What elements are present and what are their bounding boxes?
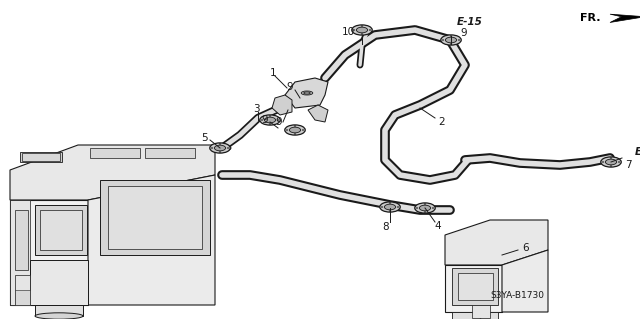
Circle shape bbox=[352, 25, 372, 35]
Circle shape bbox=[442, 39, 444, 41]
Polygon shape bbox=[458, 273, 493, 300]
Polygon shape bbox=[285, 78, 328, 108]
Circle shape bbox=[353, 29, 355, 31]
Circle shape bbox=[269, 123, 271, 125]
Text: E-15: E-15 bbox=[457, 17, 483, 27]
Circle shape bbox=[214, 145, 226, 151]
Polygon shape bbox=[10, 200, 88, 305]
Text: 5: 5 bbox=[202, 133, 208, 143]
Polygon shape bbox=[272, 95, 292, 115]
Polygon shape bbox=[445, 220, 548, 265]
Text: 1: 1 bbox=[269, 68, 276, 78]
Circle shape bbox=[416, 207, 419, 209]
Text: 8: 8 bbox=[383, 222, 389, 232]
Circle shape bbox=[369, 29, 371, 31]
Ellipse shape bbox=[216, 146, 228, 150]
Circle shape bbox=[264, 117, 276, 123]
Polygon shape bbox=[15, 290, 30, 305]
Text: 2: 2 bbox=[438, 117, 445, 127]
Polygon shape bbox=[472, 305, 490, 318]
Circle shape bbox=[294, 125, 296, 127]
Circle shape bbox=[294, 133, 296, 135]
Polygon shape bbox=[308, 105, 328, 122]
Polygon shape bbox=[40, 210, 82, 250]
Polygon shape bbox=[35, 305, 83, 316]
Circle shape bbox=[618, 161, 620, 163]
Circle shape bbox=[415, 203, 435, 213]
Polygon shape bbox=[452, 268, 498, 305]
Text: E-15: E-15 bbox=[635, 147, 640, 157]
Text: 4: 4 bbox=[435, 221, 442, 231]
Polygon shape bbox=[90, 148, 140, 158]
Polygon shape bbox=[502, 250, 548, 312]
Circle shape bbox=[210, 143, 230, 153]
Text: FR.: FR. bbox=[580, 13, 600, 23]
Circle shape bbox=[610, 157, 612, 159]
Text: 9: 9 bbox=[275, 117, 282, 127]
Circle shape bbox=[260, 119, 263, 121]
Circle shape bbox=[610, 165, 612, 167]
Circle shape bbox=[388, 203, 391, 204]
Circle shape bbox=[419, 205, 431, 211]
Polygon shape bbox=[22, 153, 60, 161]
Circle shape bbox=[432, 207, 434, 209]
Ellipse shape bbox=[304, 92, 310, 94]
Polygon shape bbox=[610, 14, 640, 22]
Circle shape bbox=[211, 147, 213, 149]
Polygon shape bbox=[20, 152, 62, 162]
Text: 9: 9 bbox=[460, 28, 467, 38]
Circle shape bbox=[381, 206, 383, 208]
Text: 9: 9 bbox=[261, 115, 268, 125]
Circle shape bbox=[361, 33, 364, 34]
Circle shape bbox=[227, 147, 229, 149]
Circle shape bbox=[441, 35, 461, 45]
Polygon shape bbox=[15, 210, 28, 270]
Polygon shape bbox=[10, 200, 30, 305]
Text: 7: 7 bbox=[625, 160, 632, 170]
Text: 3: 3 bbox=[253, 104, 260, 114]
Ellipse shape bbox=[219, 147, 225, 149]
Circle shape bbox=[385, 204, 396, 210]
Polygon shape bbox=[145, 148, 195, 158]
Circle shape bbox=[450, 43, 452, 45]
Text: 10: 10 bbox=[342, 27, 355, 37]
Circle shape bbox=[289, 127, 301, 133]
Circle shape bbox=[601, 157, 621, 167]
Circle shape bbox=[450, 35, 452, 37]
Polygon shape bbox=[108, 186, 202, 249]
Circle shape bbox=[276, 119, 279, 121]
Circle shape bbox=[602, 161, 604, 163]
Polygon shape bbox=[452, 312, 498, 319]
Ellipse shape bbox=[213, 145, 231, 151]
Ellipse shape bbox=[301, 91, 313, 95]
Circle shape bbox=[219, 144, 221, 145]
Polygon shape bbox=[10, 145, 215, 200]
Circle shape bbox=[285, 125, 305, 135]
Circle shape bbox=[260, 115, 280, 125]
Circle shape bbox=[445, 37, 456, 43]
Circle shape bbox=[458, 39, 460, 41]
Circle shape bbox=[388, 210, 391, 211]
Text: 6: 6 bbox=[522, 243, 529, 253]
Circle shape bbox=[397, 206, 399, 208]
Polygon shape bbox=[30, 260, 88, 305]
Circle shape bbox=[380, 202, 400, 212]
Circle shape bbox=[269, 115, 271, 117]
Circle shape bbox=[356, 27, 367, 33]
Polygon shape bbox=[88, 175, 215, 305]
Polygon shape bbox=[35, 205, 87, 255]
Polygon shape bbox=[100, 180, 210, 255]
Ellipse shape bbox=[35, 313, 83, 319]
Text: 9: 9 bbox=[286, 82, 293, 92]
Circle shape bbox=[424, 211, 426, 212]
Circle shape bbox=[605, 159, 616, 165]
Polygon shape bbox=[445, 265, 502, 312]
Polygon shape bbox=[15, 275, 30, 305]
Text: S3YA-B1730: S3YA-B1730 bbox=[490, 291, 544, 300]
